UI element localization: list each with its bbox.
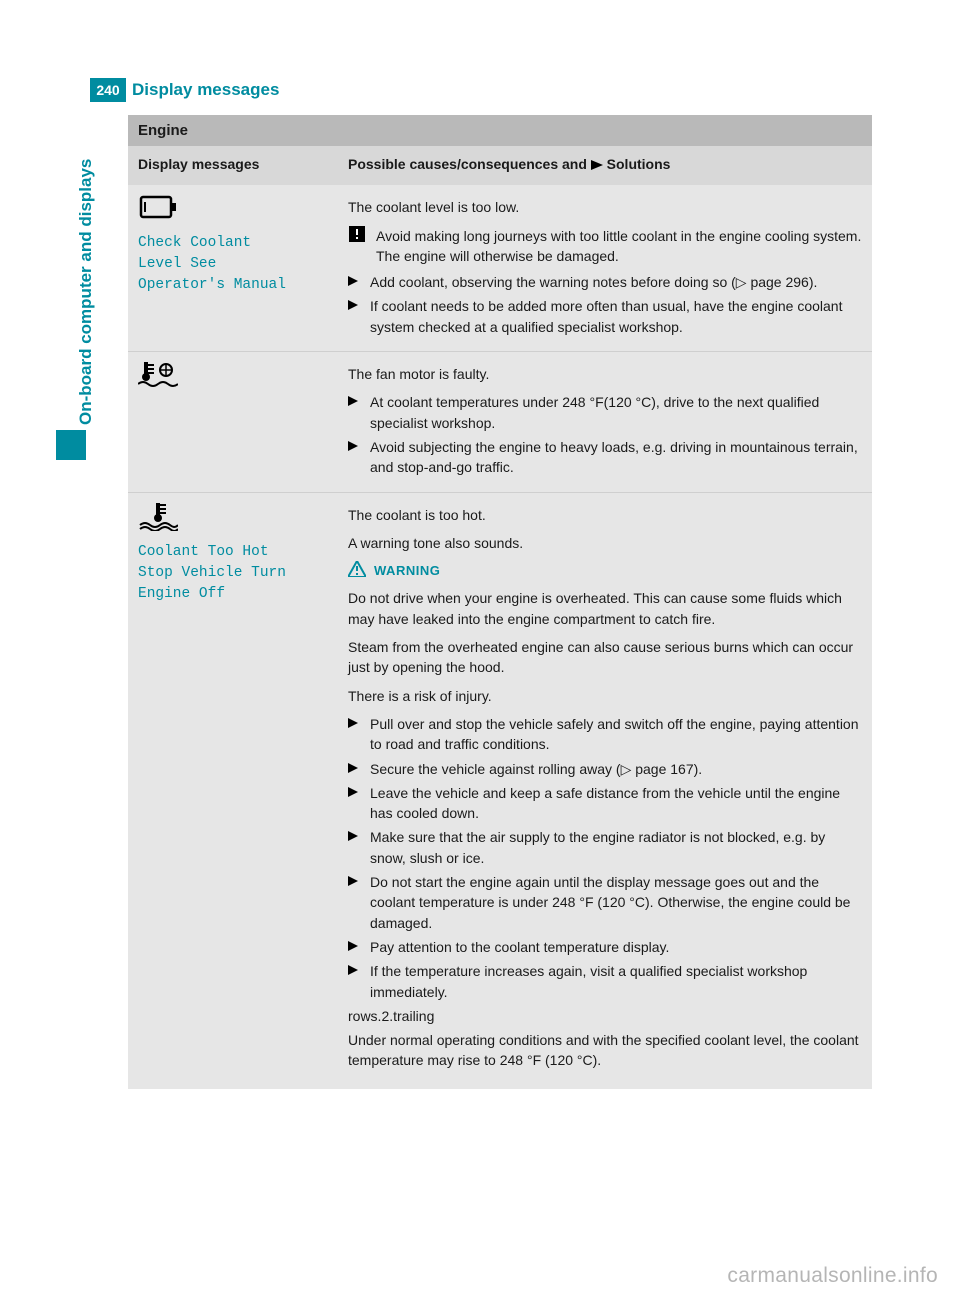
action-item: Secure the vehicle against rolling away … xyxy=(348,759,862,779)
display-line: Check Coolant xyxy=(138,235,251,251)
display-line: Engine Off xyxy=(138,586,225,602)
solutions-arrow-icon xyxy=(591,155,603,175)
action-item: Make sure that the air supply to the eng… xyxy=(348,827,862,868)
warning-heading: WARNING xyxy=(348,561,862,582)
action-item: Add coolant, observing the warning notes… xyxy=(348,272,862,292)
sidebar-section-label: On-board computer and displays xyxy=(76,159,96,425)
warning-para: Do not drive when your engine is overhea… xyxy=(348,588,862,629)
action-item: Avoid subjecting the engine to heavy loa… xyxy=(348,437,862,478)
display-message-text: Check Coolant Level See Operator's Manua… xyxy=(138,233,328,296)
temp-waves-icon xyxy=(138,501,328,536)
table-row: Coolant Too Hot Stop Vehicle Turn Engine… xyxy=(128,492,872,1089)
bullet-arrow-icon xyxy=(348,714,360,728)
notice-row: Avoid making long journeys with too litt… xyxy=(348,226,862,267)
chapter-title: Display messages xyxy=(132,80,279,100)
section-heading: Engine xyxy=(128,115,872,146)
fan-temp-icon xyxy=(138,360,328,393)
action-text: Avoid subjecting the engine to heavy loa… xyxy=(370,437,862,478)
bullet-arrow-icon xyxy=(348,272,360,286)
table-header-row: Display messages Possible causes/consequ… xyxy=(128,146,872,185)
warning-triangle-icon xyxy=(348,561,366,582)
action-item: If coolant needs to be added more often … xyxy=(348,296,862,337)
action-item: If the temperature increases again, visi… xyxy=(348,961,862,1002)
action-item: Pay attention to the coolant temperature… xyxy=(348,937,862,957)
col-header-left: Display messages xyxy=(128,146,338,185)
sidebar-tab xyxy=(56,430,86,460)
action-text: Add coolant, observing the warning notes… xyxy=(370,272,862,292)
table-row: The fan motor is faulty. At coolant temp… xyxy=(128,352,872,492)
notice-icon xyxy=(348,226,366,242)
bullet-arrow-icon xyxy=(348,296,360,310)
lead-text: The coolant is too hot. xyxy=(348,505,862,525)
action-item: At coolant temperatures under 248 °F(120… xyxy=(348,392,862,433)
col-header-right-post: Solutions xyxy=(607,156,671,172)
coolant-tank-icon xyxy=(138,193,328,226)
display-line: Stop Vehicle Turn xyxy=(138,565,286,581)
messages-table: Display messages Possible causes/consequ… xyxy=(128,146,872,1089)
action-item: Leave the vehicle and keep a safe distan… xyxy=(348,783,862,824)
watermark-text: carmanualsonline.info xyxy=(727,1264,938,1288)
action-text: At coolant temperatures under 248 °F(120… xyxy=(370,392,862,433)
bullet-arrow-icon xyxy=(348,827,360,841)
display-line: Coolant Too Hot xyxy=(138,544,269,560)
content-area: Engine Display messages Possible causes/… xyxy=(128,115,872,1089)
action-text: Leave the vehicle and keep a safe distan… xyxy=(370,783,862,824)
bullet-arrow-icon xyxy=(348,759,360,773)
display-line: Level See xyxy=(138,256,216,272)
action-text: Secure the vehicle against rolling away … xyxy=(370,759,862,779)
col-header-right-pre: Possible causes/consequences and xyxy=(348,156,591,172)
display-message-text: Coolant Too Hot Stop Vehicle Turn Engine… xyxy=(138,542,328,605)
lead-text: The coolant level is too low. xyxy=(348,197,862,217)
action-item: Pull over and stop the vehicle safely an… xyxy=(348,714,862,755)
col-header-right: Possible causes/consequences and Solutio… xyxy=(338,146,872,185)
bullet-arrow-icon xyxy=(348,872,360,886)
bullet-arrow-icon xyxy=(348,783,360,797)
warning-para: There is a risk of injury. xyxy=(348,686,862,706)
action-item: Do not start the engine again until the … xyxy=(348,872,862,933)
lead-text: The fan motor is faulty. xyxy=(348,364,862,384)
bullet-arrow-icon xyxy=(348,392,360,406)
table-row: Check Coolant Level See Operator's Manua… xyxy=(128,185,872,351)
bullet-arrow-icon xyxy=(348,961,360,975)
bullet-arrow-icon xyxy=(348,437,360,451)
page-number-badge: 240 xyxy=(90,78,126,102)
action-text: Make sure that the air supply to the eng… xyxy=(370,827,862,868)
action-text: Pull over and stop the vehicle safely an… xyxy=(370,714,862,755)
bullet-arrow-icon xyxy=(348,937,360,951)
notice-text: Avoid making long journeys with too litt… xyxy=(376,226,862,267)
warning-para: Steam from the overheated engine can als… xyxy=(348,637,862,678)
lead-text-2: A warning tone also sounds. xyxy=(348,533,862,553)
action-text: Pay attention to the coolant temperature… xyxy=(370,937,862,957)
action-text: If the temperature increases again, visi… xyxy=(370,961,862,1002)
trailing-text: Under normal operating conditions and wi… xyxy=(348,1030,862,1071)
warning-label: WARNING xyxy=(374,562,440,581)
action-text: If coolant needs to be added more often … xyxy=(370,296,862,337)
display-line: Operator's Manual xyxy=(138,277,286,293)
action-text: Do not start the engine again until the … xyxy=(370,872,862,933)
